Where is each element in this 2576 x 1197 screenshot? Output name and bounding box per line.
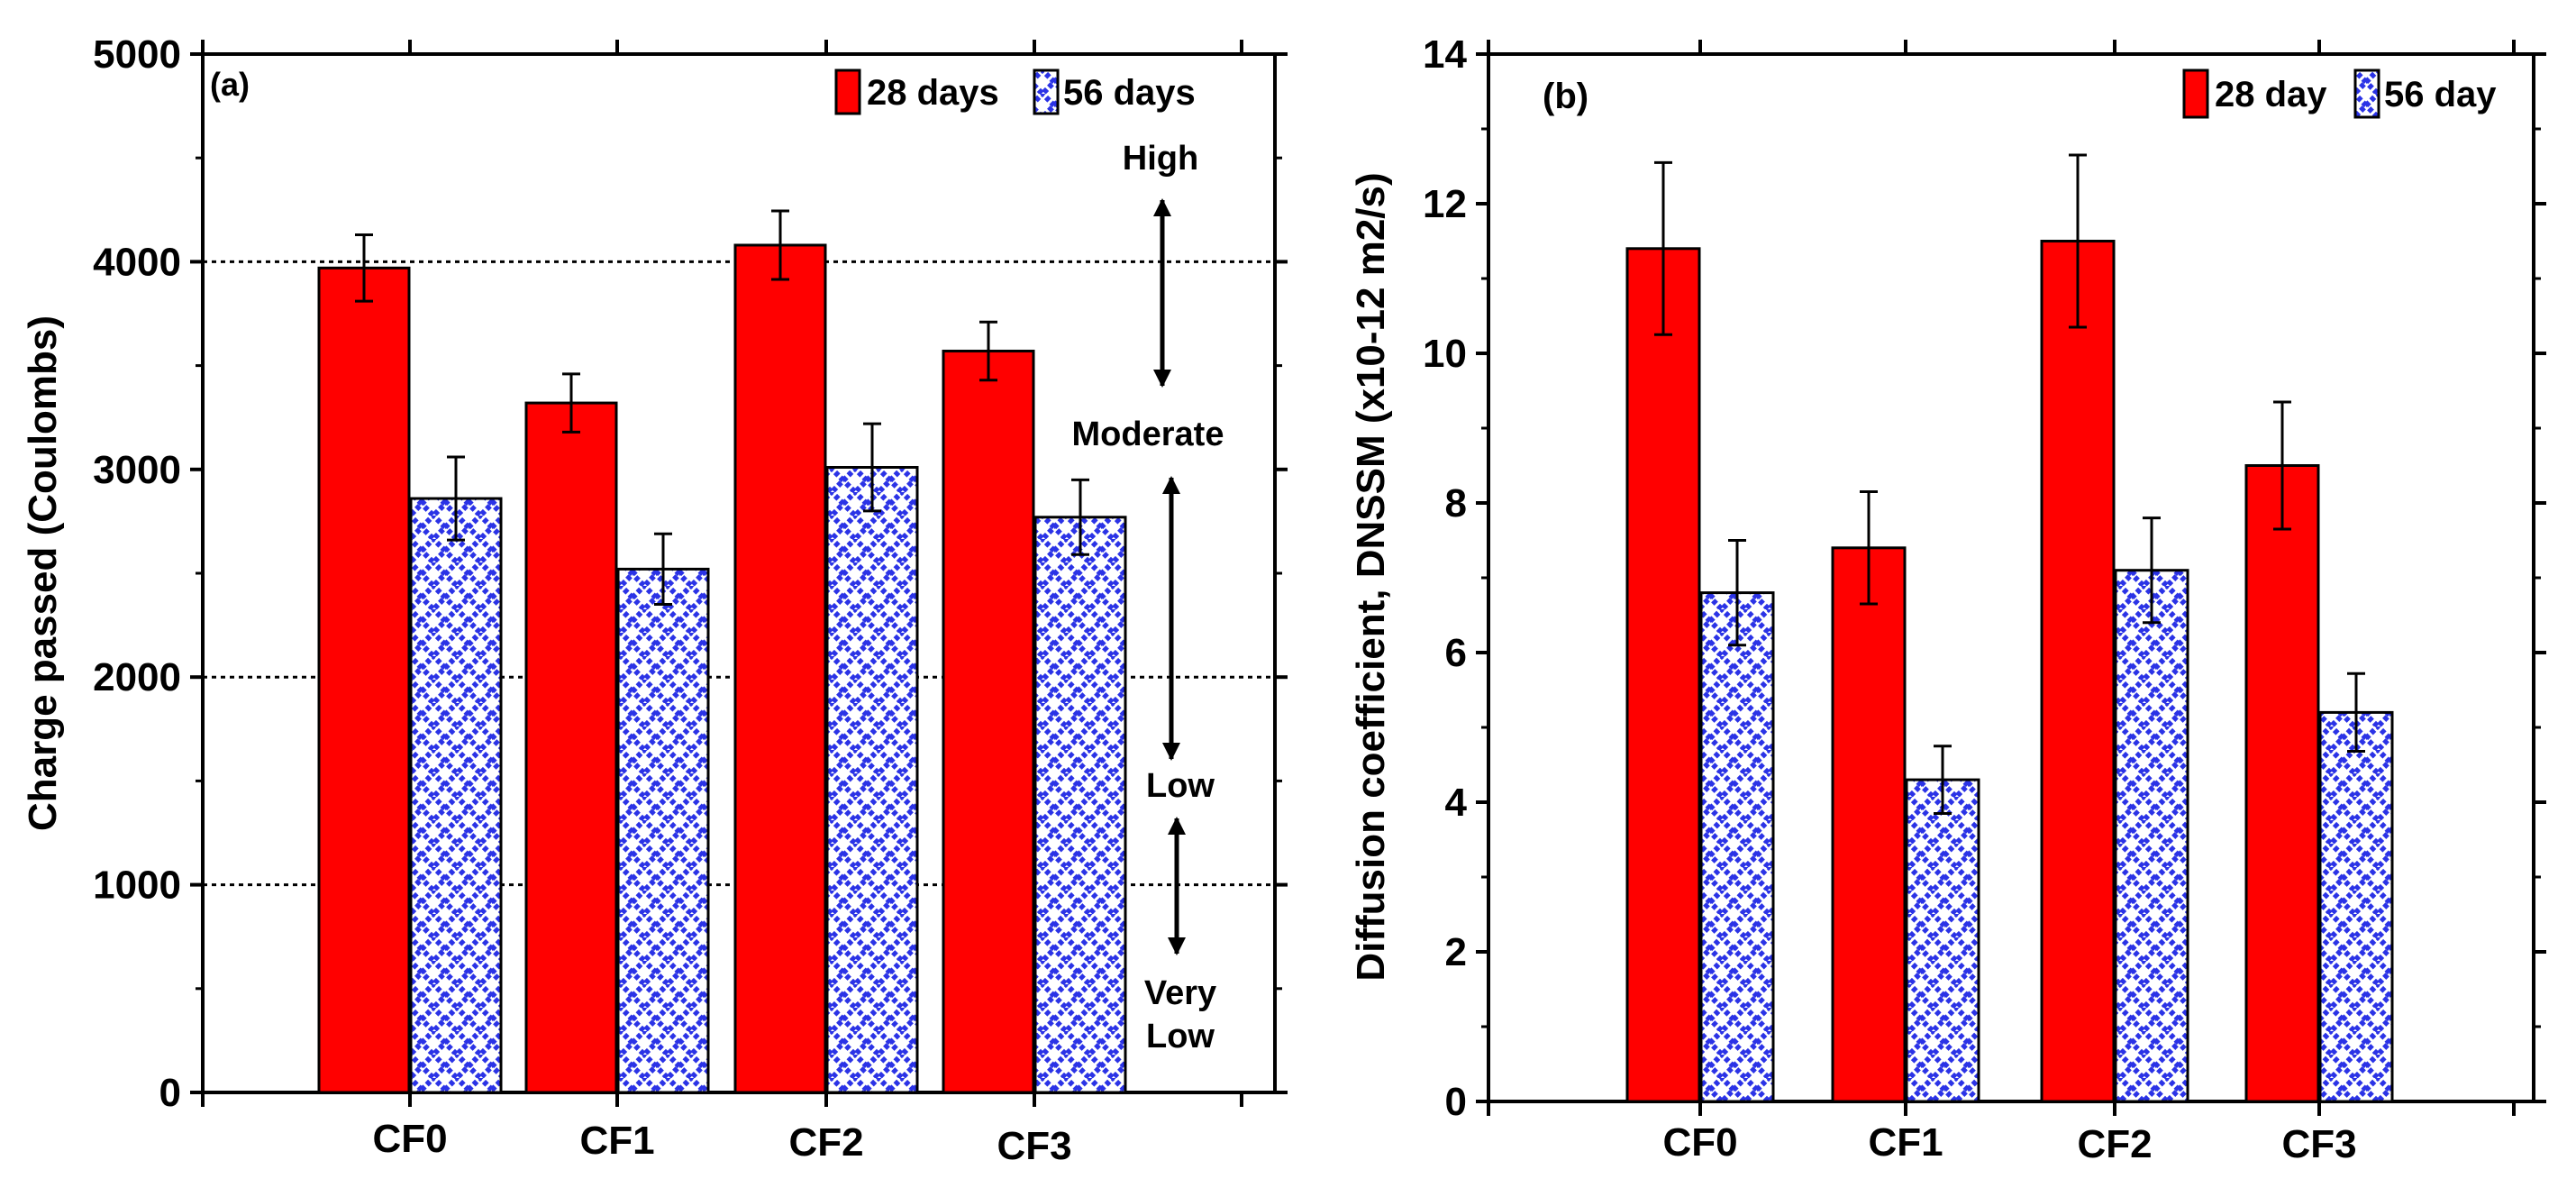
- legend-swatch-28-days: [834, 69, 861, 115]
- x-tick-label-cf1: CF1: [1868, 1120, 1943, 1165]
- x-tick-label-cf2: CF2: [788, 1120, 863, 1165]
- bar-cf2-28-day: [2040, 240, 2116, 1103]
- annotation-very-low: Low: [1146, 1018, 1215, 1055]
- panel-a-bars: [317, 243, 1127, 1094]
- y-tick-label: 2: [1445, 930, 1467, 974]
- bar-cf3-56-day: [2318, 710, 2394, 1103]
- panel-b-label: (b): [1543, 77, 1588, 116]
- error-bar-cf2-56-day: [2143, 516, 2161, 625]
- panel-b-bars: [1625, 240, 2394, 1103]
- y-tick-label: 3000: [93, 448, 181, 492]
- error-bar-cf0-56-days: [447, 455, 465, 542]
- bar-cf3-56-days: [1033, 516, 1127, 1094]
- bar-cf3-28-day: [2244, 464, 2320, 1103]
- y-tick-label: 2000: [93, 655, 181, 699]
- error-bar-cf0-28-day: [1654, 160, 1672, 336]
- panel-b-legend: 28 day 56 day: [2182, 69, 2497, 119]
- panel-a-label: (a): [210, 66, 250, 103]
- bar-cf1-56-day: [1905, 778, 1980, 1103]
- bar-cf3-28-days: [942, 349, 1035, 1094]
- x-tick-label-cf3: CF3: [2281, 1122, 2356, 1166]
- y-tick-label: 5000: [93, 32, 181, 77]
- panel-b-y-axis-label: Diffusion coefficient, DNSSM (x10-12 m2/…: [1349, 172, 1393, 981]
- panel-b-error-bars: [1654, 153, 2365, 815]
- legend-label-56-days: 56 days: [1063, 73, 1196, 113]
- panel-b-x-ticks: CF0 CF1 CF2 CF3: [1487, 40, 2516, 1166]
- panel-a-classification: High Moderate Low Very Low: [1072, 140, 1224, 1055]
- error-bar-cf2-56-days: [863, 422, 881, 513]
- error-bar-cf2-28-days: [771, 209, 789, 281]
- y-tick-label: 0: [159, 1071, 181, 1115]
- y-tick-label: 10: [1423, 332, 1467, 376]
- error-bar-cf3-56-days: [1071, 478, 1089, 556]
- bar-cf0-28-day: [1625, 247, 1701, 1103]
- panel-a-error-bars: [355, 209, 1089, 607]
- panel-a-y-axis-label: Charge passed (Coulombs): [21, 315, 65, 831]
- error-bar-cf3-56-day: [2347, 672, 2365, 754]
- bar-cf1-28-day: [1831, 546, 1907, 1103]
- y-tick-label: 14: [1423, 32, 1467, 77]
- bar-cf0-56-day: [1699, 591, 1775, 1103]
- legend-label-28-day: 28 day: [2215, 75, 2327, 114]
- panel-a-legend: 28 days 56 days: [834, 69, 1196, 115]
- x-tick-label-cf0: CF0: [372, 1117, 447, 1161]
- annotation-low: Low: [1146, 767, 1215, 805]
- x-tick-label-cf1: CF1: [579, 1119, 654, 1163]
- annotation-high: High: [1123, 140, 1198, 178]
- error-bar-cf1-56-day: [1934, 745, 1952, 815]
- bar-cf2-56-days: [825, 465, 919, 1094]
- x-tick-label-cf2: CF2: [2077, 1122, 2152, 1166]
- legend-swatch-28-day: [2182, 69, 2209, 119]
- legend-swatch-56-day: [2353, 69, 2380, 119]
- bar-cf2-56-day: [2114, 569, 2189, 1103]
- legend-swatch-56-days: [1033, 69, 1060, 115]
- error-bar-cf3-28-day: [2273, 400, 2291, 531]
- y-tick-label: 12: [1423, 182, 1467, 226]
- panel-b: 0 2 4 6 8 10 12 14 CF0 CF1 CF2 CF3 (b) Diffusion c…: [1349, 32, 2546, 1166]
- bar-cf0-56-days: [409, 497, 503, 1094]
- y-tick-label: 0: [1445, 1080, 1467, 1124]
- legend-label-28-days: 28 days: [867, 73, 999, 113]
- y-tick-label: 8: [1445, 481, 1467, 525]
- panel-a-y-ticks: 0 1000 2000 3000 4000 5000: [93, 32, 1288, 1115]
- legend-label-56-day: 56 day: [2384, 75, 2497, 114]
- error-bar-cf0-56-day: [1728, 539, 1746, 647]
- annotation-moderate: Moderate: [1072, 416, 1224, 453]
- panel-a-x-ticks: CF0 CF1 CF2 CF3: [201, 40, 1243, 1168]
- error-bar-cf2-28-day: [2069, 153, 2087, 329]
- panel-a: 0 1000 2000 3000 4000 5000 CF0 CF1 CF2 CF3 (a) C…: [21, 32, 1288, 1168]
- y-tick-label: 4: [1445, 781, 1468, 825]
- bar-cf2-28-days: [733, 243, 827, 1094]
- y-tick-label: 1000: [93, 863, 181, 908]
- panel-b-plot-area: 0 2 4 6 8 10 12 14 CF0 CF1 CF2 CF3: [1423, 32, 2546, 1166]
- panel-a-plot-area: 0 1000 2000 3000 4000 5000 CF0 CF1 CF2 CF3: [93, 32, 1288, 1168]
- error-bar-cf1-56-days: [654, 532, 672, 607]
- panel-b-y-ticks: 0 2 4 6 8 10 12 14: [1423, 32, 2546, 1124]
- error-bar-cf1-28-day: [1860, 490, 1878, 606]
- bar-cf1-56-days: [616, 567, 710, 1094]
- bar-cf0-28-days: [317, 266, 411, 1094]
- annotation-very: Very: [1144, 974, 1216, 1012]
- error-bar-cf1-28-days: [562, 372, 580, 434]
- x-tick-label-cf3: CF3: [997, 1124, 1071, 1168]
- x-tick-label-cf0: CF0: [1662, 1120, 1737, 1165]
- y-tick-label: 6: [1445, 631, 1467, 675]
- error-bar-cf3-28-days: [979, 320, 997, 382]
- y-tick-label: 4000: [93, 240, 181, 284]
- bar-cf1-28-days: [524, 401, 618, 1094]
- error-bar-cf0-28-days: [355, 233, 373, 303]
